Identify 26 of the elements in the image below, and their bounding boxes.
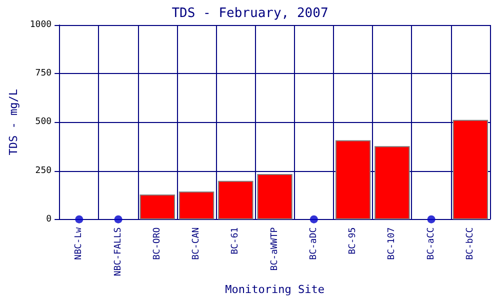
x-tick-label: BC-bCC (465, 227, 476, 260)
x-tick-label: BC-95 (348, 227, 358, 254)
x-tick-label: BC-CAN (192, 227, 202, 260)
bar (257, 174, 292, 220)
y-tick-label: 500 (35, 117, 52, 128)
bar (335, 140, 371, 220)
x-tick-label: NBC-Lw (74, 226, 84, 260)
x-tick-label: BC-61 (230, 227, 241, 254)
x-tick-label: BC-aCC (426, 227, 436, 260)
bar (218, 180, 254, 220)
x-axis-title: Monitoring Site (225, 283, 324, 296)
x-tick-label: BC-aWWTP (270, 226, 280, 271)
chart-title: TDS - February, 2007 (172, 6, 328, 21)
x-tick-label: BC-aDC (308, 227, 319, 260)
y-axis-title: TDS - mg/L (7, 88, 20, 156)
bar (374, 146, 410, 220)
x-tick-label: BC-107 (387, 227, 398, 260)
bar (178, 192, 214, 220)
y-tick-label: 0 (46, 214, 52, 224)
bar (452, 120, 488, 220)
y-tick-label: 1000 (30, 20, 52, 30)
x-tick-label: NBC-FALLS (113, 227, 124, 276)
y-tick-label: 750 (35, 68, 52, 79)
bar (140, 194, 176, 220)
y-tick-label: 250 (35, 166, 52, 176)
x-tick-label: BC-ORO (152, 227, 162, 260)
